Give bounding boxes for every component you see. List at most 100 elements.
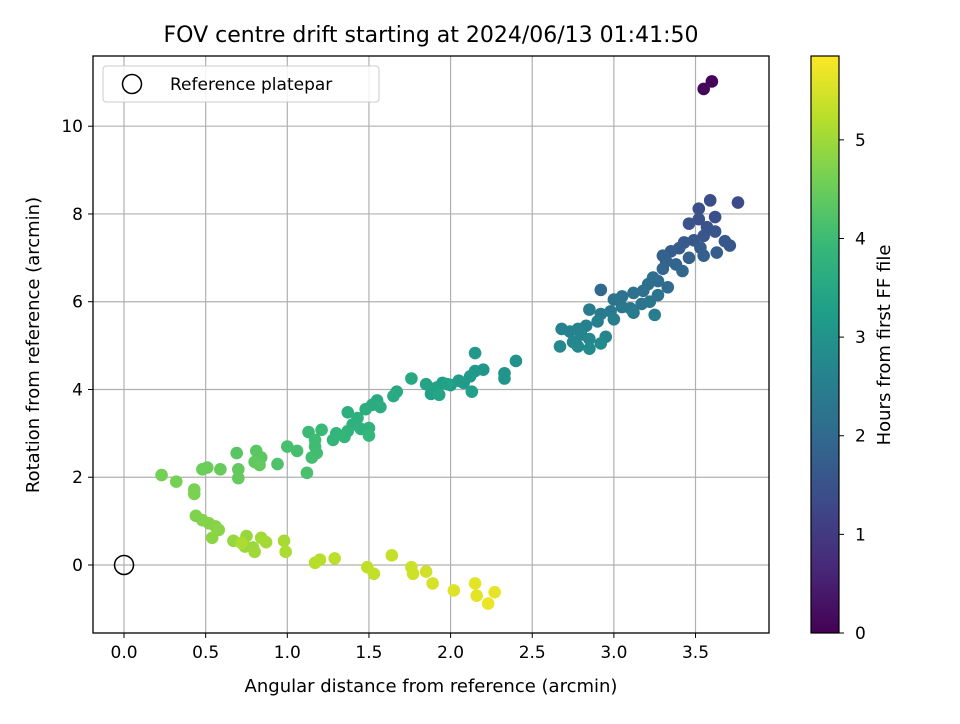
- colorbar-tick-label: 4: [855, 229, 866, 249]
- y-tick-label: 0: [72, 556, 83, 576]
- data-point: [341, 405, 355, 419]
- x-tick-label: 3.5: [682, 643, 709, 663]
- data-point: [682, 251, 696, 265]
- colorbar: 0 1 2 3 4 5: [810, 55, 866, 644]
- data-point: [253, 458, 266, 472]
- legend-box: [102, 65, 380, 103]
- y-tick-label: 2: [72, 468, 83, 488]
- data-point: [232, 463, 245, 476]
- x-axis-label: Angular distance from reference (arcmin): [245, 676, 618, 697]
- data-point: [661, 280, 675, 294]
- data-point: [607, 293, 621, 306]
- data-point: [305, 451, 319, 464]
- data-point: [385, 549, 399, 562]
- data-point: [315, 423, 328, 437]
- data-point: [481, 597, 495, 610]
- data-point: [362, 429, 376, 442]
- y-tick-label: 4: [72, 380, 83, 400]
- data-point: [187, 487, 201, 501]
- data-point: [583, 332, 596, 346]
- grid: [93, 56, 769, 633]
- axes: 0.0 0.5 1.0 1.5 2.0 2.5 3.0 3.5 0 2 4 6 8 10: [61, 55, 770, 663]
- data-point: [205, 531, 219, 545]
- x-tick-label: 2.0: [437, 643, 464, 663]
- colorbar-tick-label: 0: [855, 624, 866, 644]
- data-point: [468, 346, 482, 360]
- data-point: [426, 577, 439, 590]
- data-point: [259, 535, 273, 549]
- data-point: [635, 297, 648, 311]
- chart-title: FOV centre drift starting at 2024/06/13 …: [164, 23, 699, 48]
- data-point: [406, 567, 420, 581]
- legend-entry: Reference platepar: [170, 75, 332, 95]
- data-point: [338, 430, 351, 444]
- data-point: [300, 466, 314, 480]
- data-point: [447, 584, 461, 597]
- data-point: [615, 300, 629, 314]
- x-tick-label: 0.0: [111, 643, 138, 663]
- data-point: [441, 377, 454, 391]
- y-tick-label: 8: [72, 205, 83, 225]
- x-tick-label: 1.0: [274, 643, 301, 663]
- colorbar-gradient: [810, 55, 840, 634]
- colorbar-tick-label: 5: [855, 131, 866, 151]
- data-point: [248, 545, 261, 559]
- data-point: [419, 377, 433, 391]
- data-point: [731, 196, 745, 209]
- data-point: [648, 308, 662, 322]
- x-tick-label: 1.5: [355, 643, 382, 663]
- data-point: [196, 463, 209, 476]
- data-point: [692, 202, 706, 215]
- y-tick-label: 6: [72, 293, 83, 313]
- data-point: [555, 322, 568, 336]
- data-point: [387, 389, 400, 403]
- data-point: [682, 217, 696, 230]
- data-point: [290, 444, 304, 458]
- data-point: [594, 337, 608, 350]
- data-point: [583, 342, 596, 355]
- x-tick-label: 2.5: [519, 643, 546, 663]
- data-point: [723, 239, 737, 252]
- data-point: [468, 577, 482, 590]
- data-point: [367, 567, 381, 581]
- data-point: [432, 388, 446, 402]
- x-tick-label: 3.0: [600, 643, 627, 663]
- data-point: [230, 446, 243, 460]
- data-point: [470, 589, 484, 603]
- data-point: [676, 264, 689, 278]
- data-point: [279, 545, 292, 559]
- data-point: [405, 372, 418, 385]
- data-point: [607, 312, 621, 326]
- y-tick-label: 10: [61, 117, 83, 137]
- data-point: [465, 385, 479, 398]
- y-axis-label: Rotation from reference (arcmin): [23, 197, 44, 493]
- data-point: [710, 246, 724, 259]
- data-point: [326, 433, 340, 447]
- x-tick-label: 0.5: [192, 643, 219, 663]
- data-point: [553, 340, 567, 353]
- data-point: [697, 229, 710, 243]
- data-point: [235, 536, 248, 550]
- data-point: [313, 553, 327, 567]
- data-point: [627, 286, 640, 300]
- data-point: [488, 585, 501, 599]
- data-point: [703, 194, 717, 207]
- data-point: [594, 283, 608, 297]
- reference-marker: [113, 554, 135, 576]
- colorbar-tick-label: 2: [855, 427, 866, 447]
- data-point: [374, 400, 387, 414]
- data-point: [697, 249, 710, 262]
- data-point: [636, 284, 650, 298]
- data-point: [232, 471, 245, 485]
- data-point: [359, 402, 372, 416]
- data-point: [697, 82, 710, 96]
- data-point: [214, 463, 227, 476]
- data-point: [169, 475, 183, 488]
- data-point: [498, 372, 511, 385]
- data-point: [419, 565, 433, 578]
- data-point: [509, 354, 523, 368]
- data-point: [692, 212, 706, 226]
- data-point: [708, 210, 722, 224]
- data-point: [591, 315, 604, 328]
